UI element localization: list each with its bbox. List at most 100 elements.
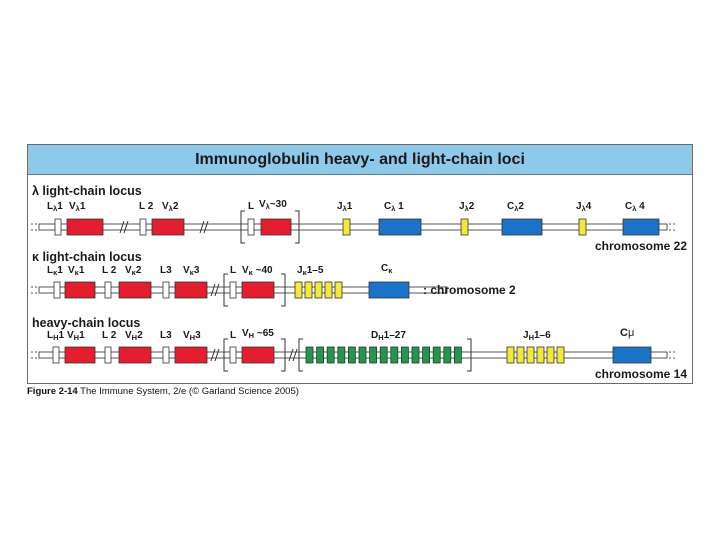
kappa-j-segment: [304, 281, 313, 299]
kappa-l3-segment: [162, 281, 170, 299]
heavy-d-segment: [305, 346, 314, 364]
lambda-chromosome: chromosome 22: [595, 239, 687, 253]
lambda-label-c2: Cλ2: [507, 201, 524, 213]
lambda-label-j1: Jλ1: [337, 201, 353, 213]
kappa-v1-segment: [64, 281, 96, 299]
kappa-l2-segment: [104, 281, 112, 299]
heavy-label-v1: VH1: [67, 330, 85, 342]
heavy-j-segment: [536, 346, 545, 364]
kappa-chromosome: : chromosome 2: [423, 283, 516, 297]
heavy-vn-bracket-right: [281, 338, 286, 372]
kappa-l1-segment: [53, 281, 61, 299]
lambda-gap-1-b: [123, 220, 129, 234]
lambda-c1-segment: [378, 218, 422, 236]
diagram-title: Immunoglobulin heavy- and light-chain lo…: [28, 145, 692, 175]
heavy-label-l2: L 2: [102, 330, 117, 341]
lambda-label-v1: Vλ1: [69, 201, 86, 213]
loci-diagram: λ light-chain locus Lλ1 Vλ1 L 2 Vλ2 L Vλ~30 Jλ1…: [31, 184, 687, 381]
lambda-label-l2: L 2: [139, 201, 154, 212]
heavy-v3-segment: [174, 346, 208, 364]
kappa-vn-bracket-left: [223, 273, 228, 307]
lambda-locus-title: λ light-chain locus: [32, 184, 142, 198]
lambda-label-c4: Cλ 4: [625, 201, 645, 213]
heavy-label-l3: L3: [160, 330, 172, 341]
lambda-label-l: L: [248, 201, 254, 212]
heavy-d-segment: [453, 346, 462, 364]
lambda-label-l1: Lλ1: [47, 201, 63, 213]
heavy-d-segment: [411, 346, 420, 364]
heavy-gap-1-b: [214, 348, 220, 362]
lambda-j2-segment: [460, 218, 469, 236]
heavy-v2-segment: [118, 346, 152, 364]
heavy-l2-segment: [104, 346, 112, 364]
heavy-label-d: DH1–27: [371, 330, 406, 342]
lambda-label-v2: Vλ2: [162, 201, 179, 213]
kappa-label-v2: Vκ2: [125, 265, 142, 277]
lambda-dna-strand: [38, 223, 668, 231]
heavy-label-c: C: [620, 327, 628, 339]
heavy-d-segment: [379, 346, 388, 364]
lambda-vn-segment: [260, 218, 292, 236]
heavy-vn-segment: [241, 346, 275, 364]
heavy-label-v3: VH3: [183, 330, 201, 342]
heavy-d-bracket-right: [467, 338, 472, 372]
lambda-label-c1: Cλ 1: [384, 201, 404, 213]
heavy-l-segment: [229, 346, 237, 364]
lambda-l-segment: [247, 218, 255, 236]
heavy-d-segment: [443, 346, 452, 364]
lambda-label-j4: Jλ4: [576, 201, 592, 213]
kappa-label-v1: Vκ1: [68, 265, 85, 277]
lambda-c4-segment: [622, 218, 660, 236]
figure-panel: Immunoglobulin heavy- and light-chain lo…: [27, 144, 693, 384]
heavy-d-segment: [369, 346, 378, 364]
heavy-chromosome: chromosome 14: [595, 367, 687, 381]
caption-figure-number: Figure 2-14: [27, 386, 78, 397]
kappa-v2-segment: [118, 281, 152, 299]
heavy-label-j: JH1–6: [523, 330, 551, 342]
heavy-l1-segment: [52, 346, 60, 364]
lambda-l2-segment: [139, 218, 147, 236]
heavy-d-segment: [422, 346, 431, 364]
heavy-c-segment: [612, 346, 652, 364]
heavy-gap-2-b: [292, 348, 298, 362]
kappa-label-l2: L 2: [102, 265, 117, 276]
kappa-label-v3: Vκ3: [183, 265, 200, 277]
lambda-j1-segment: [342, 218, 351, 236]
kappa-label-l3: L3: [160, 265, 172, 276]
heavy-label-c-mu: μ: [628, 327, 634, 339]
lambda-label-vn: Vλ~30: [259, 199, 287, 211]
kappa-locus-title: κ light-chain locus: [32, 250, 142, 264]
kappa-j-segment: [334, 281, 343, 299]
heavy-d-segment: [337, 346, 346, 364]
kappa-vn-bracket-right: [281, 273, 286, 307]
lambda-vn-bracket-left: [240, 210, 245, 244]
heavy-v1-segment: [64, 346, 96, 364]
kappa-label-l1: Lκ1: [47, 265, 63, 277]
heavy-d-segment: [390, 346, 399, 364]
heavy-label-l: L: [230, 330, 236, 341]
heavy-locus-title: heavy-chain locus: [32, 316, 140, 330]
lambda-gap-2-a: [199, 220, 205, 234]
lambda-gap-2-b: [203, 220, 209, 234]
lambda-vn-bracket-right: [295, 210, 300, 244]
lambda-v2-segment: [151, 218, 185, 236]
heavy-gap-2-a: [288, 348, 294, 362]
heavy-d-segment: [358, 346, 367, 364]
heavy-j-segment: [516, 346, 525, 364]
heavy-j-segment: [506, 346, 515, 364]
caption-text: The Immune System, 2/e (© Garland Scienc…: [80, 386, 299, 397]
lambda-l1-segment: [54, 218, 62, 236]
kappa-l-segment: [229, 281, 237, 299]
lambda-gap-1-a: [119, 220, 125, 234]
heavy-j-segment: [526, 346, 535, 364]
heavy-j-segment: [546, 346, 555, 364]
heavy-label-vn: VH ~65: [242, 328, 274, 340]
heavy-vn-bracket-left: [223, 338, 228, 372]
heavy-d-segment: [347, 346, 356, 364]
kappa-j-segment: [294, 281, 303, 299]
heavy-j-segment: [556, 346, 565, 364]
lambda-j4-segment: [578, 218, 587, 236]
kappa-label-vn: Vκ ~40: [242, 265, 273, 277]
kappa-gap-b: [214, 283, 220, 297]
kappa-v3-segment: [174, 281, 208, 299]
